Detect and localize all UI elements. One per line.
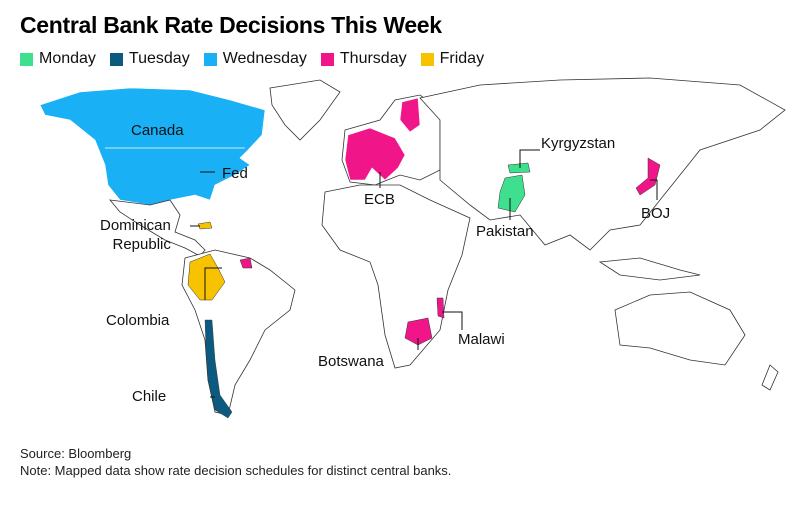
legend-wednesday: Wednesday <box>203 50 307 68</box>
venezuela-region <box>239 257 253 269</box>
greenland <box>269 79 341 141</box>
legend-label: Friday <box>439 50 485 67</box>
label-chile: Chile <box>132 388 167 405</box>
legend: Monday Tuesday Wednesday Thursday Friday <box>20 50 484 68</box>
legend-swatch <box>320 52 334 66</box>
footnote: Note: Mapped data show rate decision sch… <box>20 463 452 478</box>
mexico-central-america <box>109 199 206 257</box>
legend-swatch <box>109 52 123 66</box>
label-ecb: ECB <box>364 191 395 208</box>
japan-region <box>635 157 661 196</box>
pakistan-region <box>497 174 526 213</box>
legend-label: Wednesday <box>222 50 307 67</box>
ecb-region <box>344 127 406 181</box>
australia <box>614 291 746 366</box>
kyrgyzstan-region <box>507 162 531 174</box>
legend-monday: Monday <box>20 50 96 68</box>
botswana-region <box>404 317 433 346</box>
canada-us-region <box>39 87 266 206</box>
source-note: Source: Bloomberg <box>20 446 132 461</box>
legend-label: Tuesday <box>128 50 190 67</box>
caribbean-dominican-republic <box>197 221 213 230</box>
legend-swatch <box>203 52 217 66</box>
legend-swatch <box>420 52 434 66</box>
label-fed: Fed <box>222 165 248 182</box>
malawi-region <box>436 297 445 319</box>
label-canada: Canada <box>131 122 184 139</box>
label-botswana: Botswana <box>318 353 384 370</box>
legend-label: Monday <box>39 50 96 67</box>
legend-friday: Friday <box>420 50 485 68</box>
legend-label: Thursday <box>339 50 407 67</box>
label-malawi: Malawi <box>458 331 505 348</box>
label-pakistan: Pakistan <box>476 223 534 240</box>
new-zealand <box>761 364 779 391</box>
label-kyrgyzstan: Kyrgyzstan <box>541 135 616 152</box>
indonesia <box>598 257 701 281</box>
legend-thursday: Thursday <box>320 50 407 68</box>
label-dominican-republic: Dominican Republic <box>100 217 171 253</box>
chile-region <box>204 319 233 419</box>
leader-lines <box>190 149 658 398</box>
label-boj: BOJ <box>641 205 671 222</box>
asia <box>419 77 786 251</box>
legend-swatch <box>20 52 33 66</box>
legend-tuesday: Tuesday <box>109 50 190 68</box>
scandinavia-region <box>399 97 421 133</box>
chart-title: Central Bank Rate Decisions This Week <box>20 12 442 38</box>
label-colombia: Colombia <box>106 312 170 329</box>
africa <box>321 184 471 369</box>
colombia-region <box>187 253 226 301</box>
